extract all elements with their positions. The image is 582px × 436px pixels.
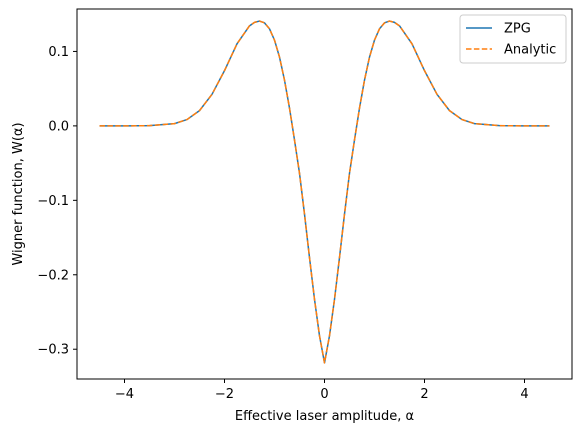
x-tick-label: 2 (420, 387, 428, 402)
x-tick-label: 4 (520, 387, 528, 402)
plot-frame (76, 8, 573, 380)
y-tick-label: 0.0 (48, 119, 69, 134)
legend: ZPG Analytic (459, 14, 567, 64)
x-axis-label: Effective laser amplitude, α (235, 409, 414, 424)
y-axis-label: Wigner function, W(α) (11, 122, 26, 265)
legend-label-analytic: Analytic (504, 43, 556, 58)
series-layer (99, 20, 550, 364)
series-line-analytic (99, 20, 550, 364)
y-tick-label: 0.1 (48, 45, 69, 60)
y-tick-label: −0.2 (37, 268, 69, 283)
x-tick-label: −2 (215, 387, 234, 402)
y-tick-label: −0.3 (37, 343, 69, 358)
x-tick-label: 0 (320, 387, 328, 402)
legend-label-zpg: ZPG (504, 22, 531, 37)
x-tick-label: −4 (115, 387, 134, 402)
legend-box (459, 14, 567, 64)
series-line-zpg (99, 20, 550, 364)
y-tick-label: −0.1 (37, 194, 69, 209)
ticks-layer: −4 −2 0 2 4 −0.3 −0.2 −0.1 0.0 0.1 (37, 45, 528, 402)
